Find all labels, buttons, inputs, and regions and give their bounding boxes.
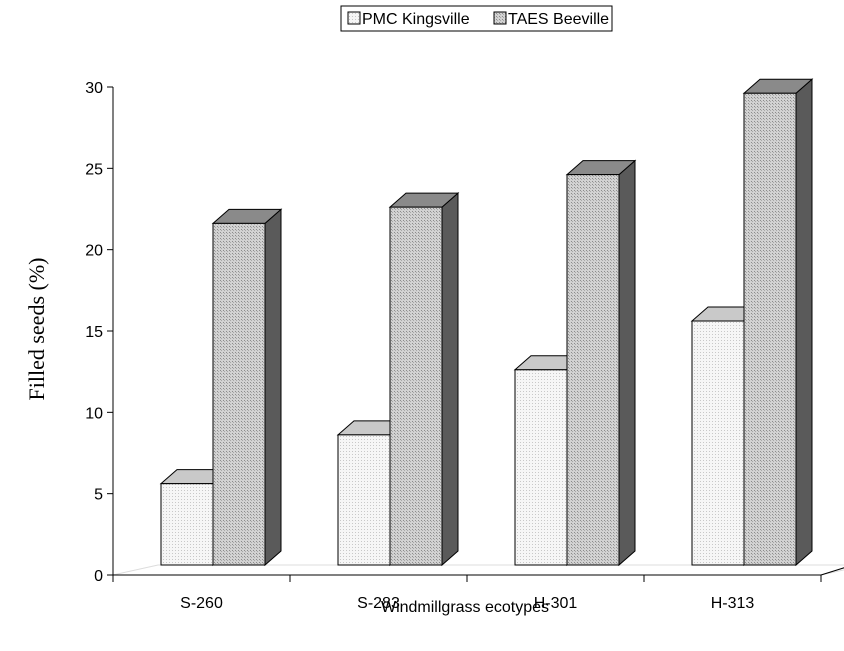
bars xyxy=(159,78,814,567)
bar-front-face xyxy=(337,434,391,566)
legend-swatch-taes-beeville xyxy=(493,11,507,25)
bar-taes-beeville-h-313 xyxy=(742,78,814,567)
y-tick-label: 5 xyxy=(94,487,103,504)
bar-taes-beeville-h-301 xyxy=(565,159,637,567)
x-category-label: S-260 xyxy=(180,595,223,612)
legend-swatch-pmc-kingsville xyxy=(347,11,361,25)
bar-front-face xyxy=(566,174,620,566)
bar-front-face xyxy=(514,369,568,566)
y-tick-label: 25 xyxy=(85,161,103,178)
x-tick-labels: S-260 S-283 H-301 H-313 xyxy=(180,595,754,612)
legend-box xyxy=(340,5,613,32)
bar-front-face xyxy=(212,222,266,566)
y-tick-label: 15 xyxy=(85,324,103,341)
bar-front-face xyxy=(743,92,797,566)
bar-side-face xyxy=(795,78,813,567)
legend-label-taes-beeville: TAES Beeville xyxy=(508,11,609,28)
bar-taes-beeville-s-283 xyxy=(388,192,460,567)
bar-side-face xyxy=(441,192,459,567)
x-category-label: H-301 xyxy=(534,595,578,612)
bar-side-face xyxy=(264,208,282,567)
floor-right-edge xyxy=(820,567,844,576)
floor-plane xyxy=(112,564,844,576)
y-tick-labels: 0 5 10 15 20 25 30 xyxy=(85,80,822,585)
y-tick-label: 30 xyxy=(85,80,103,97)
legend: PMC Kingsville TAES Beeville xyxy=(340,5,613,32)
y-tick-label: 0 xyxy=(94,568,103,585)
bar-front-face xyxy=(691,320,745,566)
y-tick-label: 10 xyxy=(85,405,103,422)
bar-side-face xyxy=(618,159,636,567)
bar-taes-beeville-s-260 xyxy=(211,208,283,567)
axes xyxy=(112,87,844,576)
y-axis-label: Filled seeds (%) xyxy=(24,258,49,401)
bar-front-face xyxy=(389,206,443,566)
y-tick-label: 20 xyxy=(85,243,103,260)
legend-label-pmc-kingsville: PMC Kingsville xyxy=(362,11,470,28)
bar-front-face xyxy=(160,483,214,566)
x-category-label: S-283 xyxy=(357,595,400,612)
x-axis-label: Windmillgrass ecotypes xyxy=(381,599,549,616)
x-category-label: H-313 xyxy=(711,595,755,612)
